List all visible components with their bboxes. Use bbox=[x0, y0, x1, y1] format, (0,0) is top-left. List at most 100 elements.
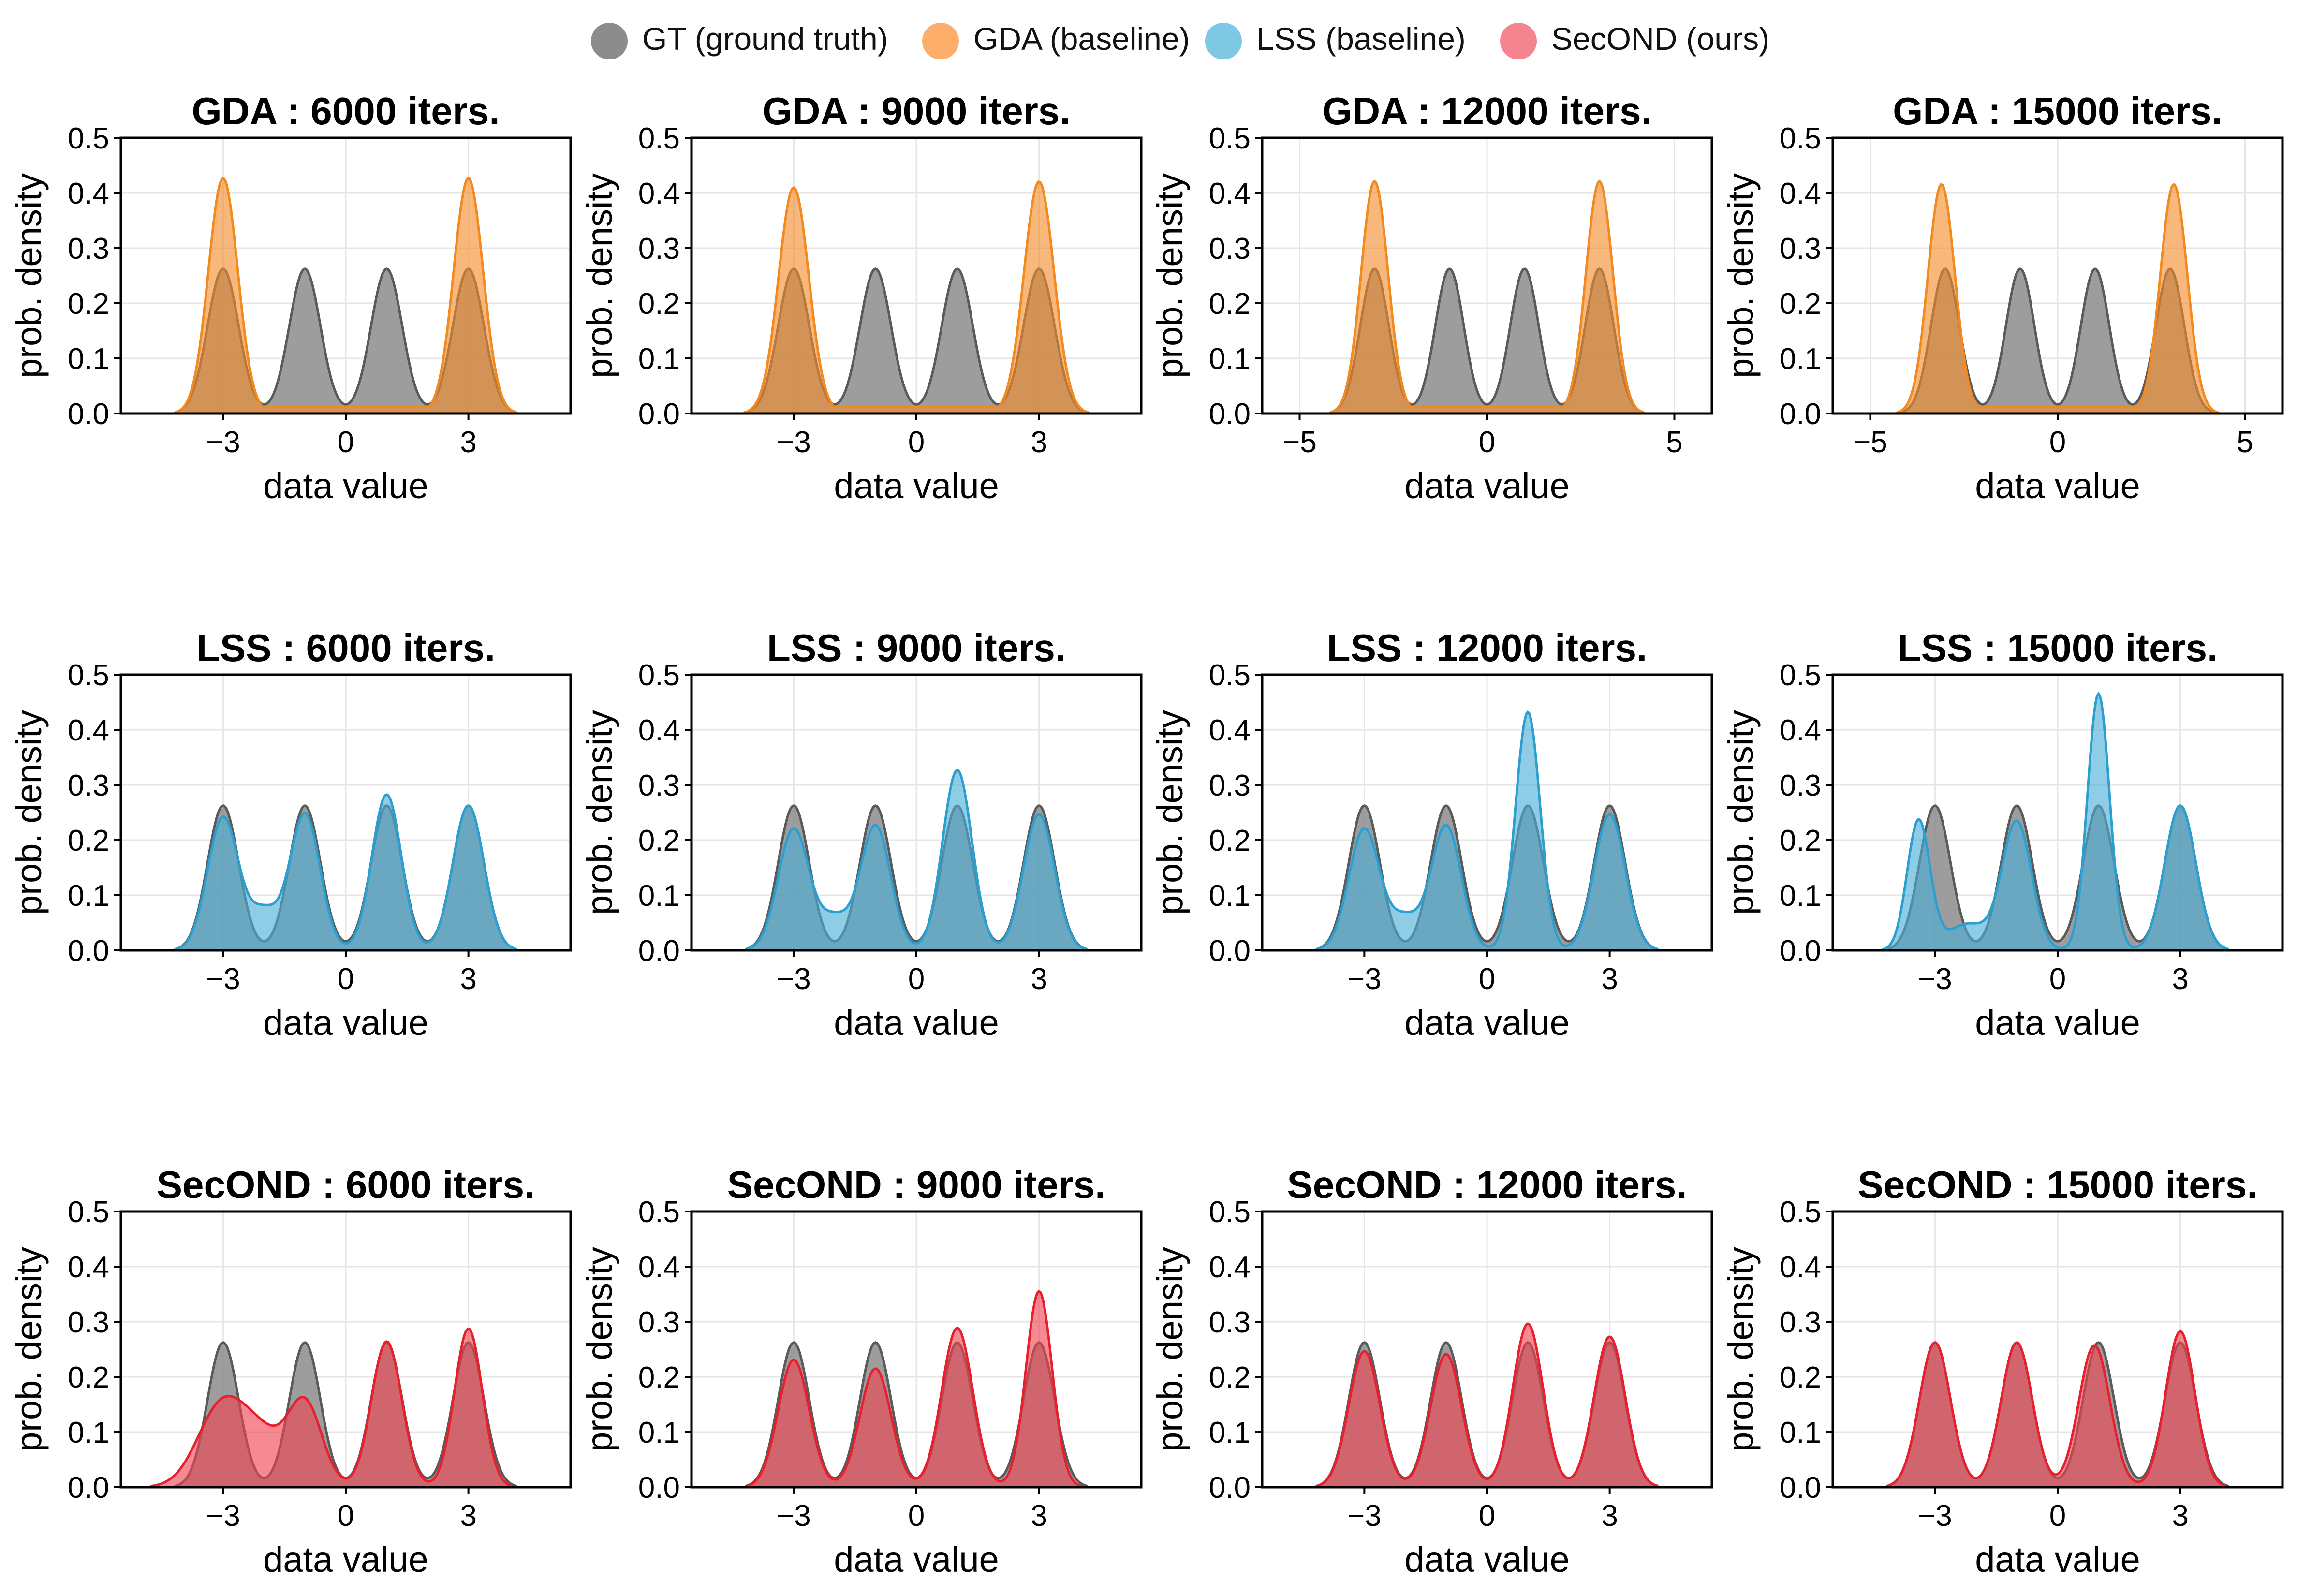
x-tick-label: 0 bbox=[1479, 1499, 1495, 1533]
gda-curve-line bbox=[121, 177, 571, 415]
gda-curve-line bbox=[1833, 183, 2282, 415]
panel-title: SecOND : 9000 iters. bbox=[727, 1163, 1106, 1206]
x-axis-label: data value bbox=[1975, 1003, 2140, 1043]
x-axis-label: data value bbox=[1404, 1539, 1570, 1580]
y-tick-label: 0.0 bbox=[1780, 398, 1821, 431]
panel: SecOND : 6000 iters. 0.0 0.1 0.2 0.3 0.4 0.5 −3… bbox=[9, 1163, 572, 1580]
y-tick-label: 0.3 bbox=[638, 232, 680, 266]
y-tick-label: 0.4 bbox=[1780, 714, 1821, 747]
panel-title: LSS : 12000 iters. bbox=[1327, 626, 1648, 669]
x-tick-label: 3 bbox=[460, 1499, 476, 1533]
legend-marker bbox=[922, 23, 959, 59]
y-tick-label: 0.4 bbox=[68, 177, 109, 210]
y-tick-label: 0.1 bbox=[68, 1416, 109, 1449]
panel-title: SecOND : 15000 iters. bbox=[1857, 1163, 2257, 1206]
x-tick-label: −3 bbox=[777, 426, 811, 459]
x-tick-label: −3 bbox=[206, 1499, 240, 1533]
x-tick-label: 5 bbox=[2237, 426, 2253, 459]
y-tick-label: 0.1 bbox=[1209, 879, 1251, 913]
x-axis-label: data value bbox=[1975, 1539, 2140, 1580]
x-tick-label: −5 bbox=[1282, 426, 1317, 459]
y-tick-label: 0.4 bbox=[638, 714, 680, 747]
y-tick-label: 0.4 bbox=[638, 177, 680, 210]
x-tick-label: 0 bbox=[2049, 962, 2066, 996]
y-tick-label: 0.3 bbox=[1209, 232, 1251, 266]
y-axis-label: prob. density bbox=[1150, 1247, 1190, 1452]
panel-title: LSS : 6000 iters. bbox=[196, 626, 495, 669]
y-tick-label: 0.1 bbox=[1780, 879, 1821, 913]
panel: GDA : 12000 iters. 0.0 0.1 0.2 0.3 0.4 0.5 −5 0 5… bbox=[1150, 89, 1713, 506]
x-tick-label: 3 bbox=[2172, 1499, 2188, 1533]
x-tick-label: 0 bbox=[2049, 1499, 2066, 1533]
panel-title: LSS : 15000 iters. bbox=[1898, 626, 2218, 669]
x-tick-label: 0 bbox=[908, 1499, 925, 1533]
y-tick-label: 0.3 bbox=[1780, 1306, 1821, 1339]
panel-title: GDA : 15000 iters. bbox=[1893, 89, 2223, 133]
lss-curve-area bbox=[121, 794, 571, 950]
x-tick-label: −3 bbox=[1918, 962, 1952, 996]
lss-curve-line bbox=[1833, 692, 2282, 952]
y-tick-label: 0.3 bbox=[1780, 769, 1821, 802]
y-tick-label: 0.0 bbox=[68, 934, 109, 968]
y-axis-label: prob. density bbox=[9, 710, 49, 915]
legend-label: LSS (baseline) bbox=[1256, 21, 1466, 57]
y-axis-label: prob. density bbox=[579, 173, 619, 378]
lss-curve-line bbox=[1262, 710, 1712, 952]
legend-marker bbox=[1205, 23, 1242, 59]
secOND-curve-area bbox=[1262, 1324, 1712, 1487]
panel: GDA : 15000 iters. 0.0 0.1 0.2 0.3 0.4 0.5 −5 0 5… bbox=[1721, 89, 2284, 506]
panels: GDA : 6000 iters.0.00.10.20.30.40.5−3 0 3d… bbox=[9, 89, 2284, 1580]
y-tick-label: 0.3 bbox=[68, 769, 109, 802]
legend-label: GT (ground truth) bbox=[642, 21, 888, 57]
y-tick-label: 0.5 bbox=[1209, 659, 1251, 692]
panel: LSS : 12000 iters. 0.0 0.1 0.2 0.3 0.4 0.5 −3 0 3… bbox=[1150, 626, 1713, 1043]
legend-entry: GDA (baseline) bbox=[922, 21, 1190, 59]
y-tick-label: 0.2 bbox=[1780, 824, 1821, 857]
x-tick-label: 0 bbox=[1479, 426, 1495, 459]
x-axis-label: data value bbox=[263, 1003, 428, 1043]
legend: GT (ground truth) GDA (baseline) LSS (base… bbox=[591, 21, 1769, 59]
lss-curve-area bbox=[1262, 712, 1712, 950]
x-axis-label: data value bbox=[263, 466, 428, 506]
gda-curve-line bbox=[1262, 179, 1712, 415]
y-axis-label: prob. density bbox=[1150, 173, 1190, 378]
x-tick-label: −3 bbox=[1918, 1499, 1952, 1533]
legend-entry: GT (ground truth) bbox=[591, 21, 888, 59]
gda-curve-area bbox=[1833, 184, 2282, 414]
y-axis-label: prob. density bbox=[1721, 173, 1761, 378]
x-axis-label: data value bbox=[1404, 466, 1570, 506]
y-tick-label: 0.1 bbox=[1780, 1416, 1821, 1449]
y-tick-label: 0.3 bbox=[68, 232, 109, 266]
secOND-curve-area bbox=[692, 1291, 1141, 1487]
x-tick-label: 0 bbox=[908, 426, 925, 459]
legend-label: GDA (baseline) bbox=[973, 21, 1190, 57]
y-tick-label: 0.5 bbox=[1209, 1196, 1251, 1229]
legend-marker bbox=[1500, 23, 1537, 59]
panel-title: GDA : 6000 iters. bbox=[191, 89, 500, 133]
x-tick-label: 0 bbox=[1479, 962, 1495, 996]
y-tick-label: 0.0 bbox=[1209, 934, 1251, 968]
x-tick-label: 3 bbox=[1601, 1499, 1618, 1533]
y-tick-label: 0.1 bbox=[638, 879, 680, 913]
y-axis-label: prob. density bbox=[1150, 710, 1190, 915]
y-tick-label: 0.3 bbox=[638, 1306, 680, 1339]
y-tick-label: 0.1 bbox=[638, 1416, 680, 1449]
legend-marker bbox=[591, 23, 628, 59]
panel: SecOND : 12000 iters. 0.0 0.1 0.2 0.3 0.4 0.5 −… bbox=[1150, 1163, 1713, 1580]
y-tick-label: 0.5 bbox=[68, 122, 109, 155]
x-tick-label: 3 bbox=[1031, 962, 1047, 996]
y-tick-label: 0.1 bbox=[68, 879, 109, 913]
secOND-curve-line bbox=[692, 1290, 1141, 1489]
panel: SecOND : 9000 iters. 0.0 0.1 0.2 0.3 0.4 0.5 −3… bbox=[579, 1163, 1143, 1580]
lss-curve-area bbox=[692, 770, 1141, 950]
x-tick-label: −3 bbox=[206, 426, 240, 459]
y-tick-label: 0.0 bbox=[1209, 398, 1251, 431]
y-tick-label: 0.4 bbox=[1209, 1251, 1251, 1284]
x-tick-label: −3 bbox=[206, 962, 240, 996]
y-tick-label: 0.3 bbox=[638, 769, 680, 802]
panel: LSS : 15000 iters. 0.0 0.1 0.2 0.3 0.4 0.5 −3 0 3… bbox=[1721, 626, 2284, 1043]
gda-curve-line bbox=[692, 180, 1141, 415]
y-tick-label: 0.5 bbox=[1780, 659, 1821, 692]
x-tick-label: 3 bbox=[1601, 962, 1618, 996]
